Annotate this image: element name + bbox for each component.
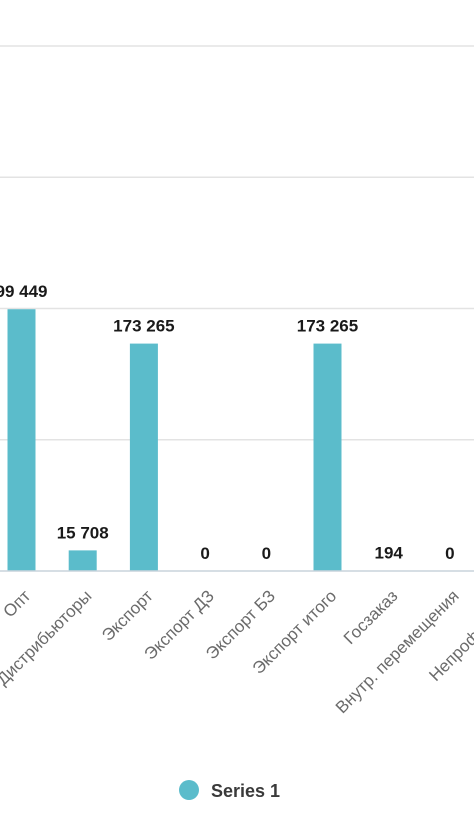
gridlines (0, 45, 474, 441)
bar[interactable] (313, 343, 342, 571)
bar-data-label: 0 (200, 544, 209, 563)
data-labels: 99 449 15 708 173 265 0 0 173 265 194 0 (0, 282, 455, 563)
bar[interactable] (7, 309, 36, 571)
bar-data-label: 173 265 (297, 317, 358, 336)
x-tick-label: Госзаказ (340, 586, 402, 648)
bar-data-label: 99 449 (0, 282, 48, 301)
x-tick-label: Опт (0, 586, 34, 621)
bar-data-label: 173 265 (113, 317, 174, 336)
legend-label-series-1[interactable]: Series 1 (211, 781, 280, 801)
bar-data-label: 194 (375, 544, 404, 563)
legend-marker-series-1[interactable] (179, 780, 199, 800)
x-tick-label: Экспорт (98, 586, 157, 645)
bar-data-label: 0 (262, 544, 271, 563)
bar[interactable] (129, 343, 158, 571)
bar-data-label: 0 (445, 544, 454, 563)
bars (7, 309, 403, 571)
x-tick-label: Внутр. перемещения (332, 586, 463, 717)
legend[interactable]: Series 1 (179, 780, 280, 801)
bar-data-label: 15 708 (57, 523, 109, 542)
bar[interactable] (68, 550, 97, 571)
